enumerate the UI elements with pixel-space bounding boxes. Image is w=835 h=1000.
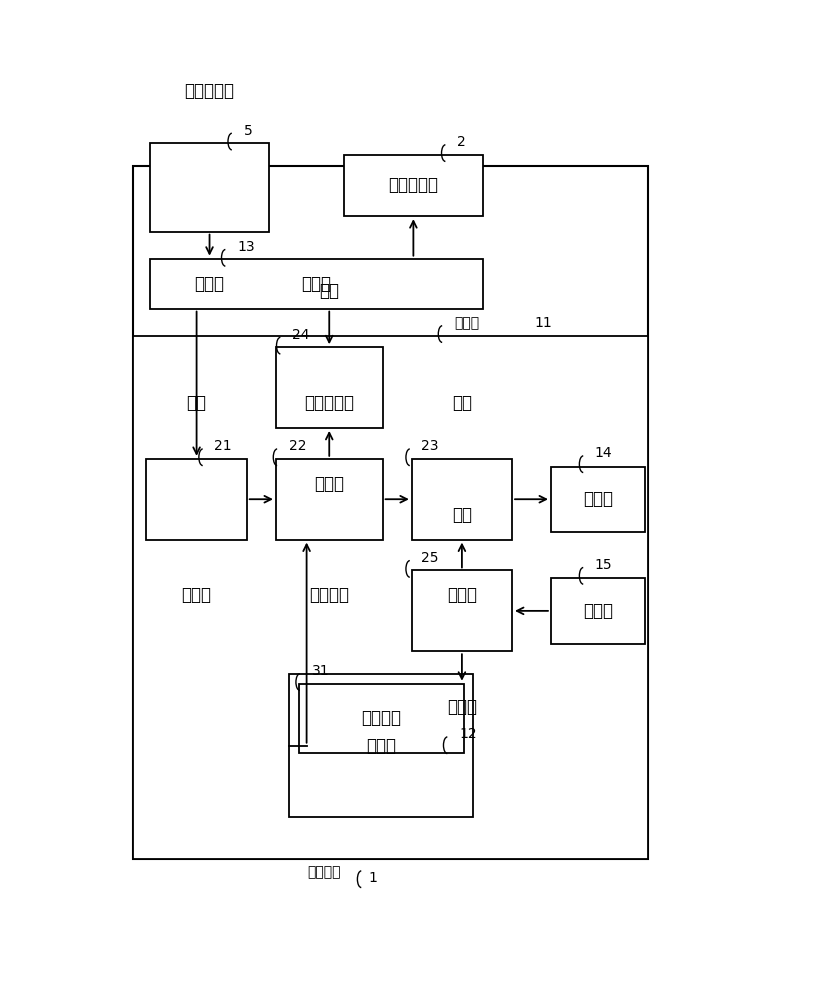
Text: 14: 14 bbox=[595, 446, 613, 460]
Text: 收集部: 收集部 bbox=[181, 586, 211, 604]
Bar bbox=[134, 336, 648, 859]
Bar bbox=[276, 459, 382, 540]
Text: 操作部: 操作部 bbox=[583, 602, 613, 620]
Bar bbox=[289, 674, 473, 817]
Text: 1: 1 bbox=[368, 871, 377, 885]
Text: 制冷机电力: 制冷机电力 bbox=[185, 82, 235, 100]
Text: 31: 31 bbox=[311, 664, 329, 678]
Text: 换算函数: 换算函数 bbox=[361, 709, 401, 727]
Text: 22: 22 bbox=[289, 439, 306, 453]
Text: 量计算部: 量计算部 bbox=[309, 586, 349, 604]
Bar bbox=[149, 259, 483, 309]
Text: 传感器: 传感器 bbox=[195, 275, 225, 293]
Text: 5: 5 bbox=[244, 124, 252, 138]
Text: 控制部: 控制部 bbox=[454, 316, 479, 330]
Text: 15: 15 bbox=[595, 558, 613, 572]
Text: 控制中转器: 控制中转器 bbox=[388, 176, 438, 194]
Text: 存储部: 存储部 bbox=[366, 737, 396, 755]
Bar bbox=[412, 570, 512, 651]
Text: 推定热需要: 推定热需要 bbox=[304, 394, 354, 412]
Text: 21: 21 bbox=[215, 439, 232, 453]
Bar bbox=[344, 155, 483, 216]
Bar bbox=[412, 459, 512, 540]
Bar bbox=[276, 347, 382, 428]
Bar bbox=[299, 684, 463, 753]
Text: 通信部: 通信部 bbox=[301, 275, 331, 293]
Bar bbox=[551, 466, 645, 532]
Text: 控制部: 控制部 bbox=[447, 586, 477, 604]
Bar bbox=[146, 459, 247, 540]
Text: 13: 13 bbox=[237, 240, 255, 254]
Text: 显示: 显示 bbox=[452, 394, 472, 412]
Bar bbox=[134, 166, 648, 859]
Text: 11: 11 bbox=[534, 316, 553, 330]
Bar bbox=[149, 143, 270, 232]
Text: 24: 24 bbox=[292, 328, 310, 342]
Text: 25: 25 bbox=[422, 551, 439, 565]
Bar bbox=[551, 578, 645, 644]
Text: 23: 23 bbox=[422, 439, 439, 453]
Text: 控制部: 控制部 bbox=[314, 475, 344, 493]
Text: 输入: 输入 bbox=[452, 506, 472, 524]
Text: 显示部: 显示部 bbox=[583, 490, 613, 508]
Text: 设备: 设备 bbox=[319, 282, 339, 300]
Text: 12: 12 bbox=[459, 727, 477, 741]
Text: 解析部: 解析部 bbox=[447, 698, 477, 716]
Text: 控制装置: 控制装置 bbox=[307, 865, 342, 879]
Text: 数据: 数据 bbox=[186, 394, 206, 412]
Text: 2: 2 bbox=[457, 135, 466, 149]
